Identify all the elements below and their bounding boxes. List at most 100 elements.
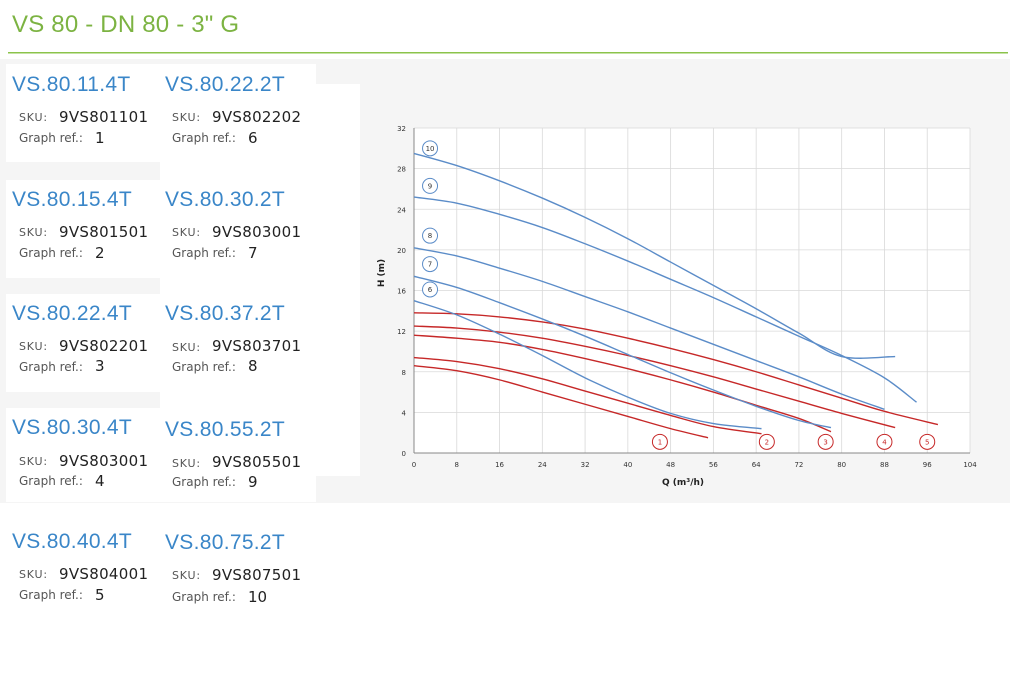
- sku-value: 9VS802201: [59, 337, 149, 355]
- y-tick-label: 4: [402, 409, 407, 417]
- sku-label: SKU:: [19, 111, 48, 124]
- graph-ref-value: 7: [248, 244, 258, 262]
- x-tick-label: 40: [623, 461, 632, 469]
- graph-ref-label: Graph ref.:: [19, 246, 83, 260]
- sku-value: 9VS807501: [212, 566, 302, 584]
- model-name[interactable]: VS.80.22.2T: [165, 73, 286, 96]
- sku-value: 9VS801101: [59, 108, 149, 126]
- sku-value: 9VS802202: [212, 108, 302, 126]
- y-tick-label: 12: [397, 328, 406, 336]
- series-line-2: [413, 356, 762, 435]
- y-tick-label: 0: [402, 450, 406, 458]
- graph-ref-label: Graph ref.:: [172, 360, 236, 374]
- model-name[interactable]: VS.80.11.4T: [12, 73, 131, 96]
- y-tick-label: 28: [397, 166, 406, 174]
- x-axis-label: Q (m³/h): [662, 478, 704, 488]
- graph-ref-label: Graph ref.:: [19, 588, 83, 602]
- graph-ref-value: 1: [95, 129, 105, 147]
- series-line-1: [413, 364, 709, 439]
- series-label-9: 9: [428, 182, 432, 190]
- series-marker-6: [422, 281, 439, 298]
- sku-label: SKU:: [19, 226, 48, 239]
- graph-ref-label: Graph ref.:: [172, 475, 236, 489]
- y-axis-label: H (m): [377, 259, 387, 287]
- model-name[interactable]: VS.80.22.4T: [12, 302, 133, 325]
- series-label-8: 8: [428, 232, 432, 240]
- x-tick-label: 96: [923, 461, 932, 469]
- series-marker-3: [817, 433, 834, 450]
- sku-label: SKU:: [19, 568, 48, 581]
- y-tick-label: 16: [397, 288, 406, 296]
- graph-ref-label: Graph ref.:: [172, 246, 236, 260]
- x-tick-label: 72: [794, 461, 803, 469]
- model-name[interactable]: VS.80.15.4T: [12, 188, 133, 211]
- series-line-8: [413, 247, 885, 410]
- sku-label: SKU:: [19, 340, 48, 353]
- series-marker-1: [651, 433, 668, 450]
- series-marker-2: [758, 433, 775, 450]
- series-marker-5: [919, 433, 936, 450]
- sku-value: 9VS803701: [212, 337, 302, 355]
- graph-ref-label: Graph ref.:: [19, 474, 83, 488]
- series-marker-8: [422, 227, 439, 244]
- series-label-3: 3: [823, 438, 827, 446]
- sku-label: SKU:: [19, 455, 48, 468]
- page-title: VS 80 - DN 80 - 3" G: [12, 11, 240, 38]
- series-label-10: 10: [426, 145, 435, 153]
- graph-ref-value: 8: [248, 357, 258, 375]
- model-name[interactable]: VS.80.75.2T: [165, 531, 286, 554]
- graph-ref-label: Graph ref.:: [172, 590, 236, 604]
- sku-value: 9VS803001: [59, 452, 149, 470]
- series-label-1: 1: [658, 438, 662, 446]
- x-tick-label: 8: [455, 461, 459, 469]
- sku-label: SKU:: [172, 111, 201, 124]
- sku-label: SKU:: [172, 341, 201, 354]
- model-name[interactable]: VS.80.55.2T: [165, 418, 286, 441]
- model-name[interactable]: VS.80.30.2T: [165, 188, 286, 211]
- graph-ref-value: 5: [95, 586, 105, 604]
- y-tick-label: 24: [397, 206, 406, 214]
- series-line-10: [413, 152, 896, 359]
- series-marker-9: [422, 177, 439, 194]
- graph-ref-value: 3: [95, 357, 105, 375]
- series-line-9: [413, 196, 917, 403]
- model-card: [160, 84, 360, 476]
- x-tick-label: 32: [581, 461, 590, 469]
- series-label-4: 4: [882, 438, 887, 446]
- series-marker-4: [876, 433, 893, 450]
- y-tick-label: 8: [402, 369, 406, 377]
- sku-label: SKU:: [172, 457, 201, 470]
- model-card: [6, 520, 316, 612]
- graph-ref-label: Graph ref.:: [172, 131, 236, 145]
- sku-value: 9VS803001: [212, 223, 302, 241]
- x-tick-label: 48: [666, 461, 675, 469]
- x-tick-label: 16: [495, 461, 504, 469]
- graph-ref-label: Graph ref.:: [19, 131, 83, 145]
- series-label-5: 5: [925, 438, 929, 446]
- title-divider: [8, 52, 1008, 54]
- series-line-5: [413, 312, 939, 426]
- model-name[interactable]: VS.80.37.2T: [165, 302, 286, 325]
- model-name[interactable]: VS.80.40.4T: [12, 530, 133, 553]
- graph-ref-value: 4: [95, 472, 105, 490]
- pump-curve-chart: H (m) Q (m³/h) 0 4 8 12 16 20 24 28 32 0 8 16 24 32 40…: [360, 111, 1000, 501]
- series-label-7: 7: [428, 261, 432, 269]
- y-tick-label: 20: [397, 247, 406, 255]
- graph-ref-value: 2: [95, 244, 105, 262]
- x-tick-label: 104: [963, 461, 977, 469]
- graph-ref-value: 9: [248, 473, 258, 491]
- series-line-7: [413, 275, 832, 429]
- sku-label: SKU:: [172, 226, 201, 239]
- sku-value: 9VS804001: [59, 565, 149, 583]
- x-tick-label: 64: [752, 461, 761, 469]
- model-name[interactable]: VS.80.30.4T: [12, 416, 133, 439]
- graph-ref-label: Graph ref.:: [19, 360, 83, 374]
- series-line-6: [413, 299, 762, 430]
- sku-value: 9VS805501: [212, 453, 302, 471]
- x-tick-label: 56: [709, 461, 718, 469]
- y-tick-label: 32: [397, 125, 406, 133]
- series-label-2: 2: [765, 438, 769, 446]
- x-tick-label: 24: [538, 461, 547, 469]
- series-marker-10: [422, 140, 439, 157]
